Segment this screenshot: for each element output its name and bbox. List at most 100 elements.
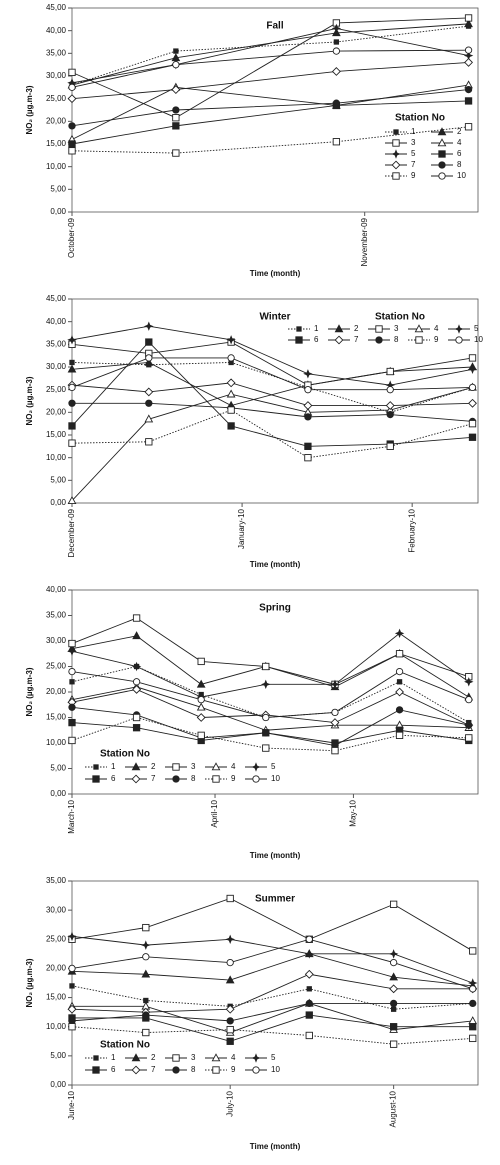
- x-axis-label: Time (month): [250, 560, 301, 569]
- legend-marker: [414, 324, 424, 333]
- marker: [464, 57, 473, 67]
- y-tick-label: 25,00: [46, 934, 67, 943]
- marker: [197, 657, 205, 666]
- legend-marker: [437, 127, 447, 136]
- marker: [227, 354, 235, 362]
- marker: [172, 149, 180, 157]
- x-tick-label: March-10: [67, 799, 76, 833]
- x-tick-label: June-10: [67, 1090, 76, 1119]
- marker: [196, 702, 206, 711]
- marker: [68, 964, 76, 973]
- series-line: [71, 341, 473, 386]
- marker: [226, 335, 236, 345]
- legend-marker: [93, 1055, 99, 1061]
- legend-marker: [212, 775, 220, 783]
- marker: [144, 321, 154, 331]
- legend-label: 5: [271, 1053, 276, 1062]
- marker: [386, 367, 394, 376]
- y-tick-label: 5,00: [50, 764, 66, 773]
- series-line: [71, 409, 473, 459]
- marker: [67, 364, 77, 373]
- marker: [468, 433, 477, 441]
- legend-marker: [438, 150, 446, 158]
- marker: [389, 1040, 398, 1048]
- marker: [132, 685, 142, 694]
- legend-item: 10: [245, 1065, 280, 1074]
- marker: [464, 97, 473, 105]
- marker: [68, 422, 76, 430]
- y-tick-label: 20,00: [46, 687, 67, 696]
- marker: [304, 442, 312, 450]
- legend-marker: [375, 325, 383, 333]
- y-tick-label: 25,00: [46, 385, 67, 394]
- title: Winter: [259, 312, 290, 323]
- x-tick-label: May-10: [349, 799, 358, 826]
- legend-label: 4: [434, 324, 439, 333]
- marker: [225, 975, 235, 984]
- y-axis-label: NO₂ (µg.m-3): [25, 85, 34, 134]
- marker: [225, 1004, 235, 1014]
- x-tick-label: July-10: [225, 1090, 234, 1116]
- marker: [227, 422, 235, 430]
- series-line: [71, 897, 473, 952]
- series-line: [72, 1002, 473, 1034]
- legend-item: 1: [288, 324, 319, 333]
- legend-item: 2: [125, 762, 156, 771]
- marker: [196, 713, 206, 722]
- legend-marker: [131, 1065, 141, 1075]
- series-line: [71, 25, 469, 86]
- marker: [389, 900, 398, 908]
- series-line: [71, 386, 473, 502]
- marker: [132, 713, 141, 722]
- legend-marker: [393, 129, 399, 135]
- marker: [68, 147, 76, 155]
- marker: [68, 703, 76, 711]
- y-tick-label: 15,00: [46, 430, 67, 439]
- marker: [67, 931, 77, 942]
- legend-marker: [295, 336, 303, 344]
- marker: [197, 696, 205, 704]
- marker: [469, 999, 477, 1008]
- legend-item: 4: [408, 324, 439, 333]
- marker: [465, 721, 473, 729]
- marker: [145, 438, 153, 446]
- series-line: [71, 1002, 473, 1022]
- legend-label: 6: [314, 335, 319, 344]
- title: Fall: [266, 21, 283, 32]
- series-line: [71, 325, 473, 386]
- legend-label: 3: [394, 324, 399, 333]
- marker: [469, 985, 477, 993]
- y-tick-label: 35,00: [46, 611, 67, 620]
- marker: [68, 383, 76, 392]
- legend-label: 3: [191, 1053, 196, 1062]
- marker: [386, 442, 394, 450]
- marker: [395, 650, 404, 658]
- legend-item: 2: [431, 127, 462, 136]
- marker: [144, 387, 154, 397]
- marker: [304, 949, 314, 959]
- series-line: [71, 985, 473, 1010]
- series-line: [71, 49, 469, 88]
- marker: [394, 628, 405, 639]
- series-line: [71, 357, 473, 391]
- marker: [467, 364, 478, 374]
- legend-label: 4: [457, 138, 462, 147]
- marker: [389, 999, 398, 1008]
- y-tick-label: 20,00: [46, 116, 67, 125]
- legend-label: 8: [191, 774, 196, 783]
- legend-label: 9: [434, 335, 439, 344]
- y-tick-label: 30,00: [46, 636, 67, 645]
- legend-marker: [375, 336, 383, 344]
- marker: [305, 1031, 313, 1040]
- marker: [389, 984, 399, 994]
- marker: [172, 61, 180, 69]
- legend-label: 5: [271, 762, 276, 771]
- marker: [262, 713, 270, 722]
- marker: [395, 706, 404, 714]
- marker: [68, 122, 76, 130]
- legend-label: 8: [457, 160, 462, 169]
- legend-item: 10: [431, 171, 466, 180]
- legend-marker: [251, 1053, 261, 1063]
- marker: [142, 1011, 150, 1019]
- marker: [305, 935, 313, 943]
